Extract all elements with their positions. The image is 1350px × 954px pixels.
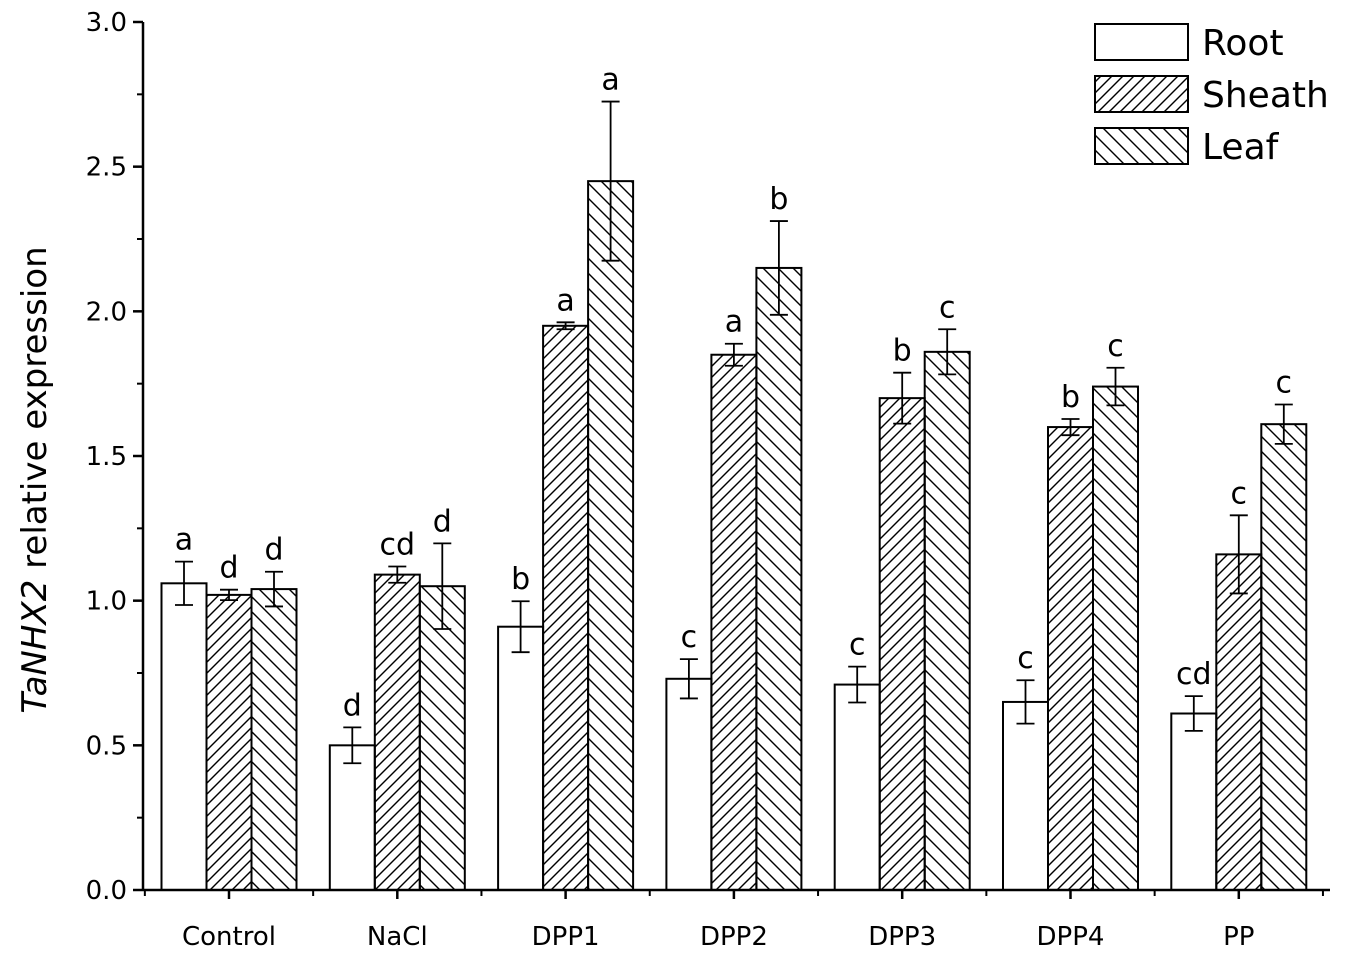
significance-label: c: [1276, 365, 1293, 400]
bar-root: [1170, 712, 1218, 891]
significance-label: c: [1017, 641, 1034, 676]
bar-leaf: [1260, 423, 1308, 891]
y-axis-title: TaNHX2 relative expression: [15, 246, 55, 713]
significance-label: cd: [1176, 657, 1212, 692]
bar-leaf: [250, 588, 298, 891]
bar-leaf: [1092, 385, 1139, 891]
error-bar: [511, 600, 530, 654]
significance-label: d: [219, 551, 238, 586]
error-bar: [601, 100, 620, 262]
bar-root: [833, 683, 881, 891]
bar-sheath: [878, 397, 926, 891]
error-bar: [679, 658, 698, 700]
significance-label: c: [681, 620, 698, 655]
significance-label: d: [433, 504, 452, 539]
significance-label: b: [511, 562, 530, 597]
error-bar: [388, 565, 407, 584]
error-bar: [893, 371, 912, 425]
significance-label: a: [601, 63, 619, 98]
bar-sheath: [542, 324, 590, 891]
significance-label: c: [939, 290, 956, 325]
significance-label: b: [769, 182, 788, 217]
bar-root: [497, 625, 545, 891]
error-bar: [1061, 418, 1080, 437]
legend-swatch: [1094, 75, 1189, 113]
y-tick-label: 0.5: [86, 731, 127, 761]
significance-label: d: [264, 533, 283, 568]
bar-sheath: [205, 593, 253, 891]
legend-label: Root: [1202, 23, 1284, 64]
x-tick-label: DPP1: [532, 922, 600, 952]
error-bar: [175, 560, 193, 606]
error-bar: [265, 570, 283, 608]
x-tick-label: Control: [182, 922, 276, 952]
y-tick-label: 1.0: [86, 587, 127, 617]
error-bar: [938, 328, 957, 376]
x-tick-label: DPP4: [1037, 922, 1105, 952]
y-tick-label: 3.0: [86, 8, 127, 38]
significance-label: cd: [380, 528, 416, 563]
bar-leaf: [755, 266, 803, 891]
bar-sheath: [1215, 553, 1263, 892]
error-bar: [220, 588, 238, 601]
error-bar: [1184, 695, 1203, 732]
legend-label: Sheath: [1202, 75, 1329, 116]
y-tick-label: 1.5: [86, 442, 127, 472]
error-bar: [433, 542, 452, 630]
significance-label: b: [893, 334, 912, 369]
error-bar: [1274, 403, 1293, 445]
error-bar: [1106, 366, 1125, 407]
bar-sheath: [710, 353, 758, 891]
significance-label: a: [175, 523, 193, 558]
y-axis-title-gene: TaNHX2: [15, 580, 55, 714]
y-tick-label: 2.5: [86, 153, 127, 183]
significance-label: c: [1107, 329, 1124, 364]
x-tick-label: DPP3: [868, 922, 936, 952]
bar-sheath: [1047, 426, 1094, 891]
legend-swatch: [1094, 23, 1189, 61]
error-bar: [1016, 679, 1035, 725]
error-bar: [848, 665, 867, 704]
error-bar: [556, 321, 575, 331]
significance-label: b: [1061, 380, 1080, 415]
bar-root: [665, 677, 713, 892]
legend-item-sheath: Sheath: [1094, 75, 1329, 116]
legend-item-root: Root: [1094, 23, 1284, 64]
significance-label: d: [343, 688, 362, 723]
bar-root: [1002, 700, 1049, 892]
bar-root: [160, 582, 208, 891]
y-tick-label: 2.0: [86, 297, 127, 327]
legend-swatch: [1094, 127, 1189, 165]
significance-label: a: [725, 305, 743, 340]
bar-leaf: [418, 585, 466, 891]
x-tick-label: PP: [1223, 922, 1254, 952]
x-tick-label: NaCl: [367, 922, 428, 952]
axes: 0.0 0.5 1.0 1.5 2.0 2.5 3.0 Control NaCl DPP1 DPP2…: [86, 8, 1330, 952]
y-tick-label: 0.0: [86, 876, 127, 906]
bar-sheath: [373, 573, 421, 891]
bar-root: [328, 744, 376, 891]
bar-leaf: [923, 350, 971, 891]
error-bar: [769, 220, 788, 316]
significance-label: c: [1231, 476, 1248, 511]
x-tick-label: DPP2: [700, 922, 768, 952]
y-axis-title-rest: relative expression: [15, 246, 55, 579]
significance-label: c: [849, 628, 866, 663]
legend-label: Leaf: [1202, 127, 1280, 168]
error-bar: [724, 342, 743, 367]
legend: Root Sheath Leaf: [1094, 23, 1329, 168]
error-bar: [1229, 514, 1248, 595]
significance-label: a: [556, 283, 574, 318]
bar-leaf: [587, 180, 635, 891]
legend-item-leaf: Leaf: [1094, 127, 1280, 168]
error-bar: [343, 726, 362, 765]
